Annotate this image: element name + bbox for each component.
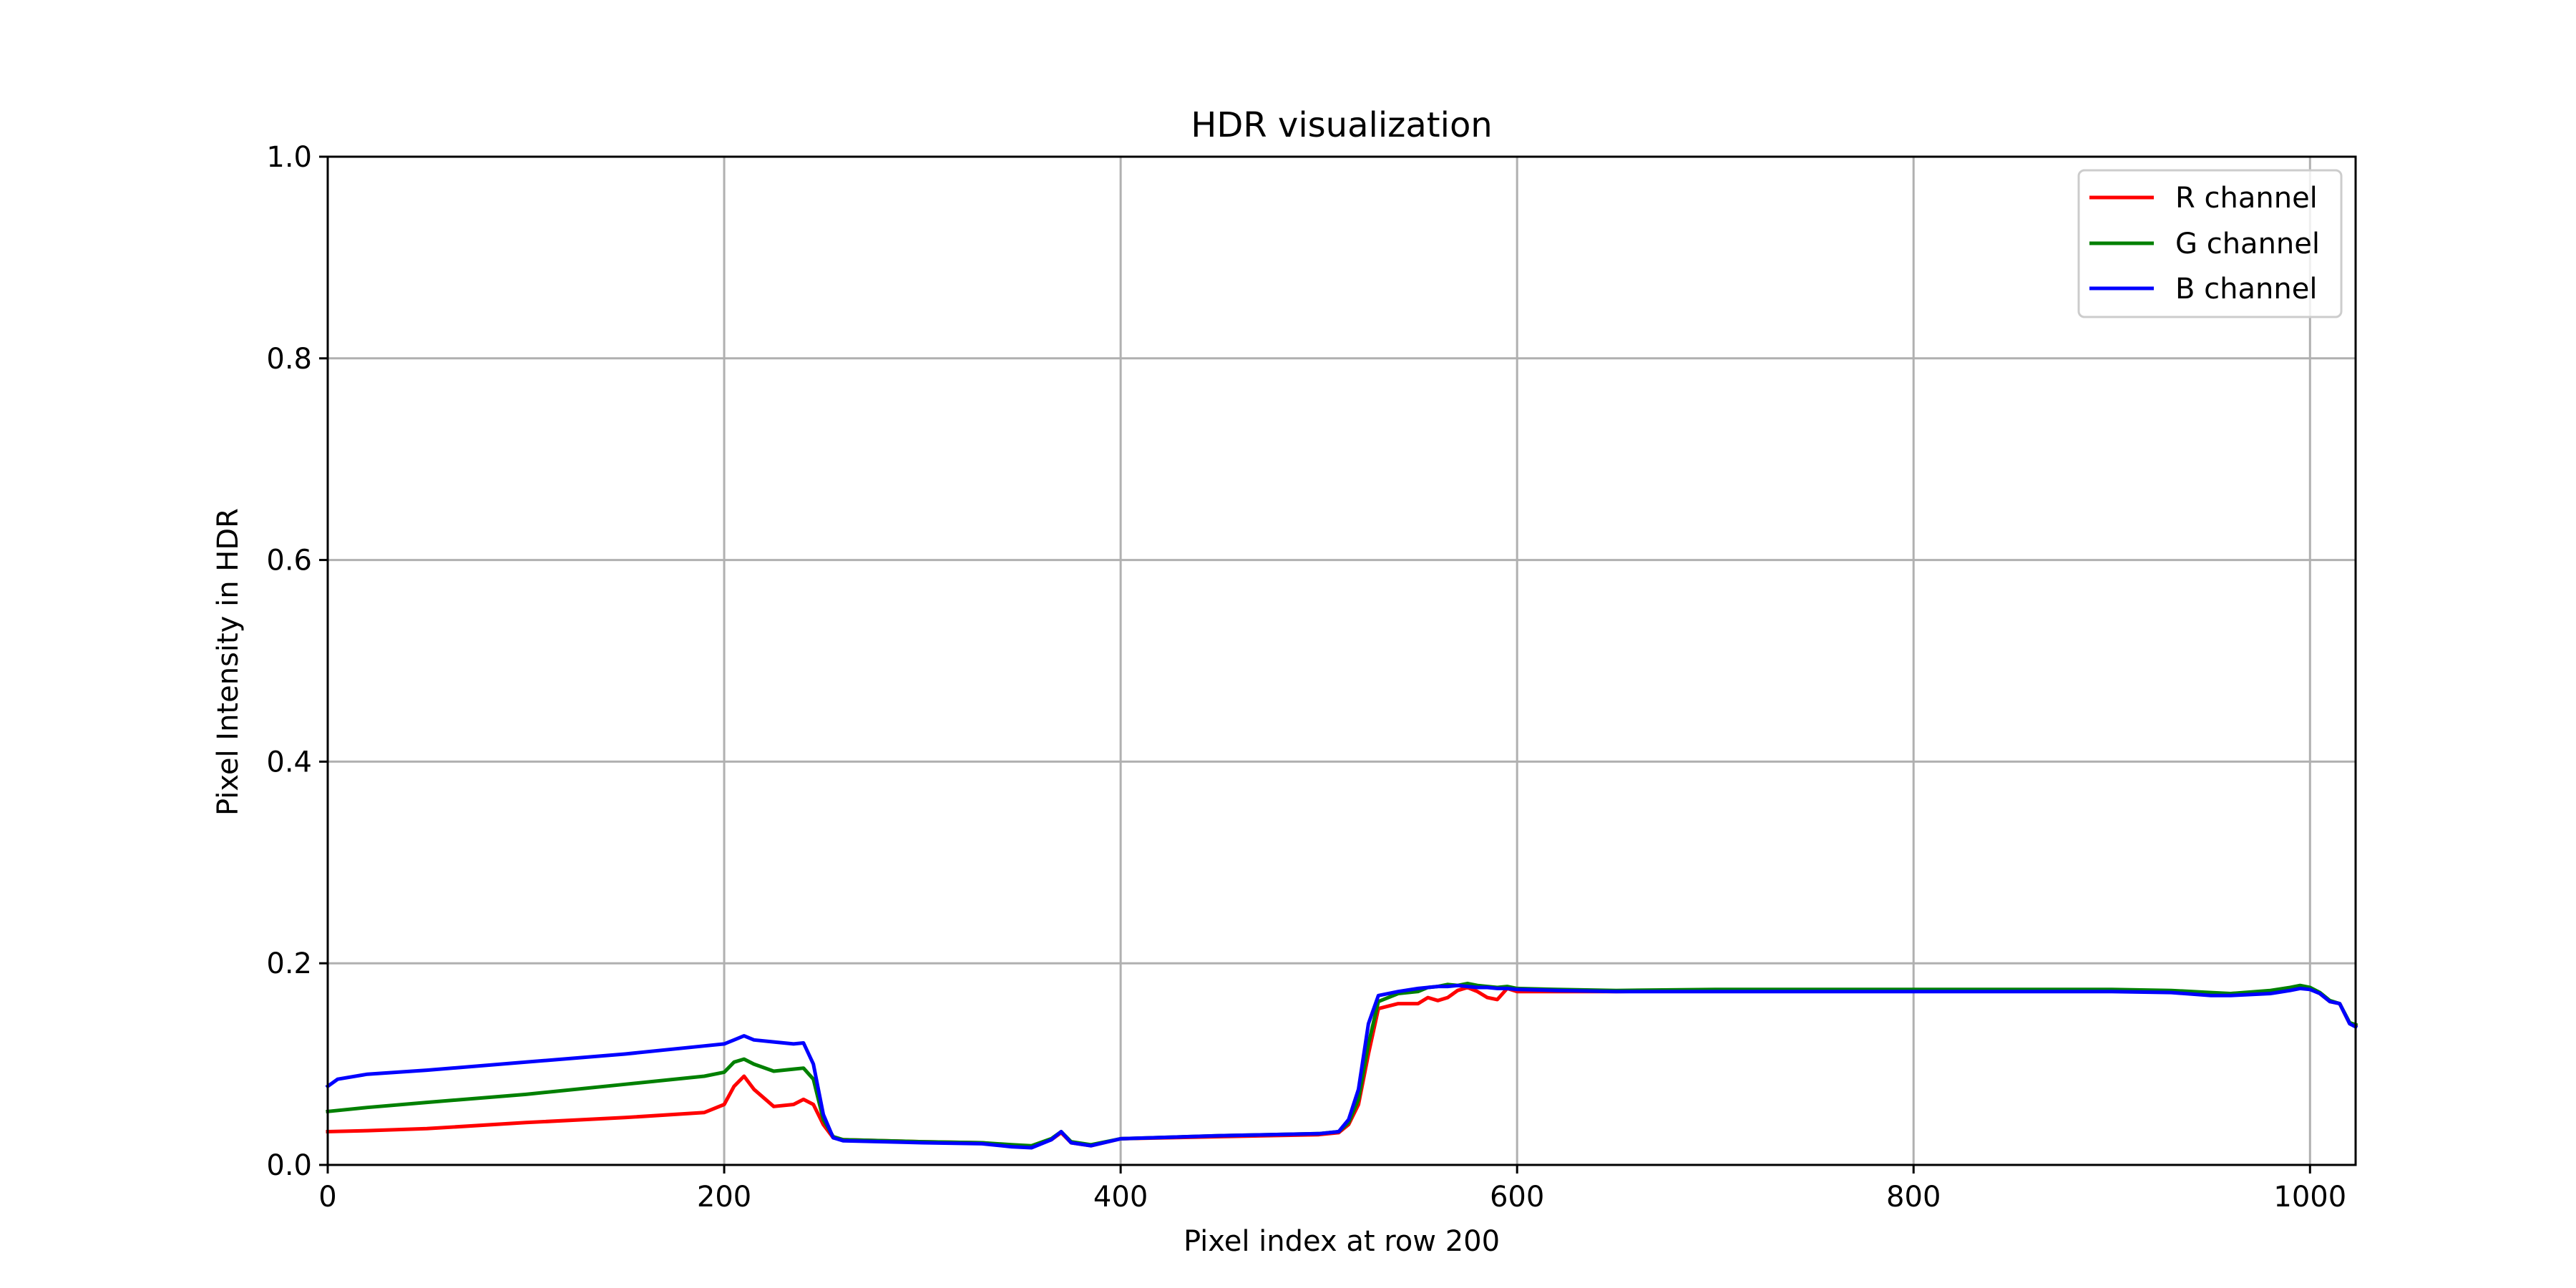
x-tick-label: 600 — [1490, 1181, 1544, 1214]
x-axis-title: Pixel index at row 200 — [1184, 1225, 1500, 1258]
series-line-b-channel — [325, 983, 2358, 1150]
y-tick-label: 0.8 — [266, 343, 312, 376]
y-tick-label: 0.2 — [266, 947, 312, 980]
y-tick-label: 1.0 — [266, 141, 312, 174]
legend-box — [2077, 169, 2343, 318]
y-tick-label: 0.0 — [266, 1149, 312, 1182]
legend-label-r: R channel — [2175, 182, 2318, 215]
legend-entry-b: B channel — [2089, 273, 2317, 306]
y-axis-title: Pixel Intensity in HDR — [212, 508, 245, 816]
plot-frame — [326, 155, 2357, 1166]
x-tick-label: 1000 — [2273, 1181, 2346, 1214]
chart-title: HDR visualization — [1191, 105, 1492, 145]
x-tick-label: 800 — [1886, 1181, 1941, 1214]
legend-entry-r: R channel — [2089, 182, 2318, 215]
y-tick-label: 0.4 — [266, 746, 312, 779]
x-tick-label: 200 — [697, 1181, 751, 1214]
legend: R channel G channel B channel — [2077, 169, 2343, 318]
y-axis-ticks: 0.0 0.2 0.4 0.6 0.8 1.0 — [266, 141, 328, 1182]
x-tick-label: 0 — [318, 1181, 336, 1214]
series-lines — [325, 981, 2358, 1150]
y-tick-label: 0.6 — [266, 545, 312, 577]
legend-label-b: B channel — [2175, 273, 2317, 306]
x-tick-label: 400 — [1093, 1181, 1148, 1214]
x-axis-ticks: 0 200 400 600 800 1000 — [318, 1165, 2346, 1214]
series-line-g-channel — [326, 981, 2358, 1148]
legend-entry-g: G channel — [2089, 228, 2320, 260]
legend-label-g: G channel — [2175, 228, 2320, 260]
